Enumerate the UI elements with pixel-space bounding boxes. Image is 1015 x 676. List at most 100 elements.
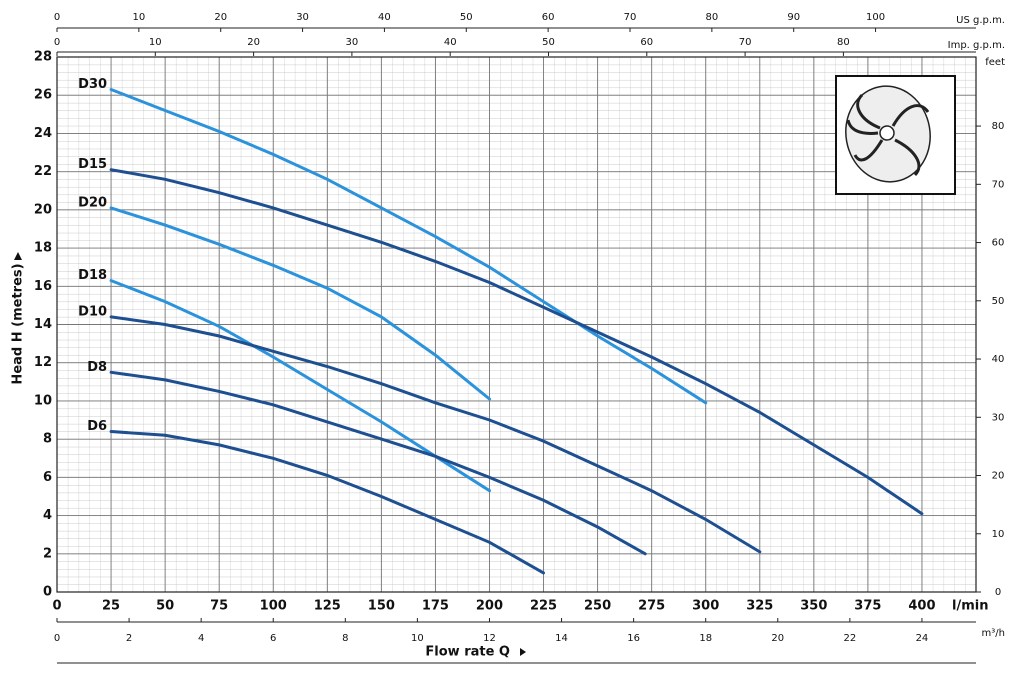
y-axis-label: Head H (metres): [11, 263, 26, 384]
x-tick-label: 30: [296, 12, 309, 23]
axis-unit: US g.p.m.: [956, 15, 1005, 26]
x-tick-label: 10: [132, 12, 145, 23]
y-tick-label: 10: [34, 393, 52, 408]
series-label: D15: [78, 157, 107, 172]
x-tick-label: 40: [378, 12, 391, 23]
x-tick-label: 350: [800, 599, 827, 614]
x-tick-label: 10: [149, 37, 162, 48]
y-tick-label: 8: [43, 432, 52, 447]
x-tick-label: 175: [422, 599, 449, 614]
x-tick-label: 90: [787, 12, 800, 23]
y2-tick-label: 70: [992, 179, 1005, 190]
series-label: D6: [87, 419, 107, 434]
series-label: D18: [78, 268, 107, 283]
y2-axis-label: feet: [985, 57, 1005, 68]
x-tick-label: 50: [156, 599, 174, 614]
curve: [109, 279, 491, 493]
impeller-icon: [835, 75, 956, 195]
curve: [109, 168, 924, 516]
y2-tick-label: 40: [992, 354, 1005, 365]
x-tick-label: 2: [126, 633, 132, 644]
series-label: D30: [78, 77, 107, 92]
curve: [109, 88, 708, 405]
x-tick-label: 22: [843, 633, 856, 644]
y-tick-label: 12: [34, 355, 52, 370]
x-tick-label: 70: [739, 37, 752, 48]
x-tick-label: 30: [346, 37, 359, 48]
x-tick-label: 150: [368, 599, 395, 614]
y2-tick-label: 60: [992, 238, 1005, 249]
y-tick-label: 18: [34, 241, 52, 256]
x-tick-label: 0: [54, 12, 60, 23]
x-tick-label: 200: [476, 599, 503, 614]
series-label: D10: [78, 304, 107, 319]
x-tick-label: 275: [638, 599, 665, 614]
x-tick-label: 4: [198, 633, 204, 644]
x-tick-label: 16: [627, 633, 640, 644]
x-tick-label: 70: [624, 12, 637, 23]
x-tick-label: 60: [542, 12, 555, 23]
y-tick-label: 28: [34, 50, 52, 65]
y-tick-label: 26: [34, 88, 52, 103]
x-tick-label: 300: [692, 599, 719, 614]
x-tick-label: 20: [214, 12, 227, 23]
curve: [109, 315, 762, 554]
x-tick-label: 18: [699, 633, 712, 644]
arrow: [14, 252, 22, 260]
x-tick-label: 125: [314, 599, 341, 614]
series-label: D8: [87, 360, 107, 375]
x-tick-label: 40: [444, 37, 457, 48]
x-tick-label: 375: [854, 599, 881, 614]
x-tick-label: 75: [210, 599, 228, 614]
x-tick-label: 80: [837, 37, 850, 48]
y-tick-label: 14: [34, 317, 52, 332]
y2-tick-label: 80: [992, 121, 1005, 132]
y2-tick-label: 10: [992, 529, 1005, 540]
y-tick-label: 22: [34, 164, 52, 179]
y2-tick-label: 50: [992, 296, 1005, 307]
y2-tick-label: 20: [992, 471, 1005, 482]
x-tick-label: 250: [584, 599, 611, 614]
axis-unit: Imp. g.p.m.: [948, 40, 1005, 51]
x-tick-label: 20: [771, 633, 784, 644]
x-tick-label: 100: [260, 599, 287, 614]
x-tick-label: 6: [270, 633, 276, 644]
x-tick-label: 100: [866, 12, 885, 23]
x-tick-label: 325: [746, 599, 773, 614]
x-tick-label: 60: [640, 37, 653, 48]
x-tick-label: 50: [542, 37, 555, 48]
y2-tick-label: 30: [992, 412, 1005, 423]
x-tick-label: 0: [52, 599, 61, 614]
y-tick-label: 2: [43, 546, 52, 561]
x-tick-label: 80: [705, 12, 718, 23]
x-tick-label: 0: [54, 37, 60, 48]
curve: [109, 370, 647, 556]
x-unit: l/min: [952, 599, 988, 614]
x-tick-label: 0: [54, 633, 60, 644]
x-tick-label: 10: [411, 633, 424, 644]
x-tick-label: 14: [555, 633, 568, 644]
curve: [109, 430, 545, 575]
x-tick-label: 25: [102, 599, 120, 614]
x-axis-label: Flow rate Q: [425, 645, 510, 660]
curve: [109, 206, 491, 401]
x-tick-label: 225: [530, 599, 557, 614]
series-label: D20: [78, 195, 107, 210]
x-tick-label: 400: [908, 599, 935, 614]
x-tick-label: 20: [247, 37, 260, 48]
y2-tick-label: 0: [995, 587, 1001, 598]
y-tick-label: 20: [34, 202, 52, 217]
y-tick-label: 16: [34, 279, 52, 294]
arrow: [520, 648, 526, 656]
y-tick-label: 0: [43, 585, 52, 600]
axis-unit: m³/h: [982, 628, 1005, 639]
x-tick-label: 50: [460, 12, 473, 23]
x-tick-label: 12: [483, 633, 496, 644]
y-tick-label: 24: [34, 126, 52, 141]
y-tick-label: 4: [43, 508, 52, 523]
plot-frame: [56, 56, 977, 593]
y-tick-label: 6: [43, 470, 52, 485]
x-tick-label: 24: [916, 633, 929, 644]
x-tick-label: 8: [342, 633, 348, 644]
